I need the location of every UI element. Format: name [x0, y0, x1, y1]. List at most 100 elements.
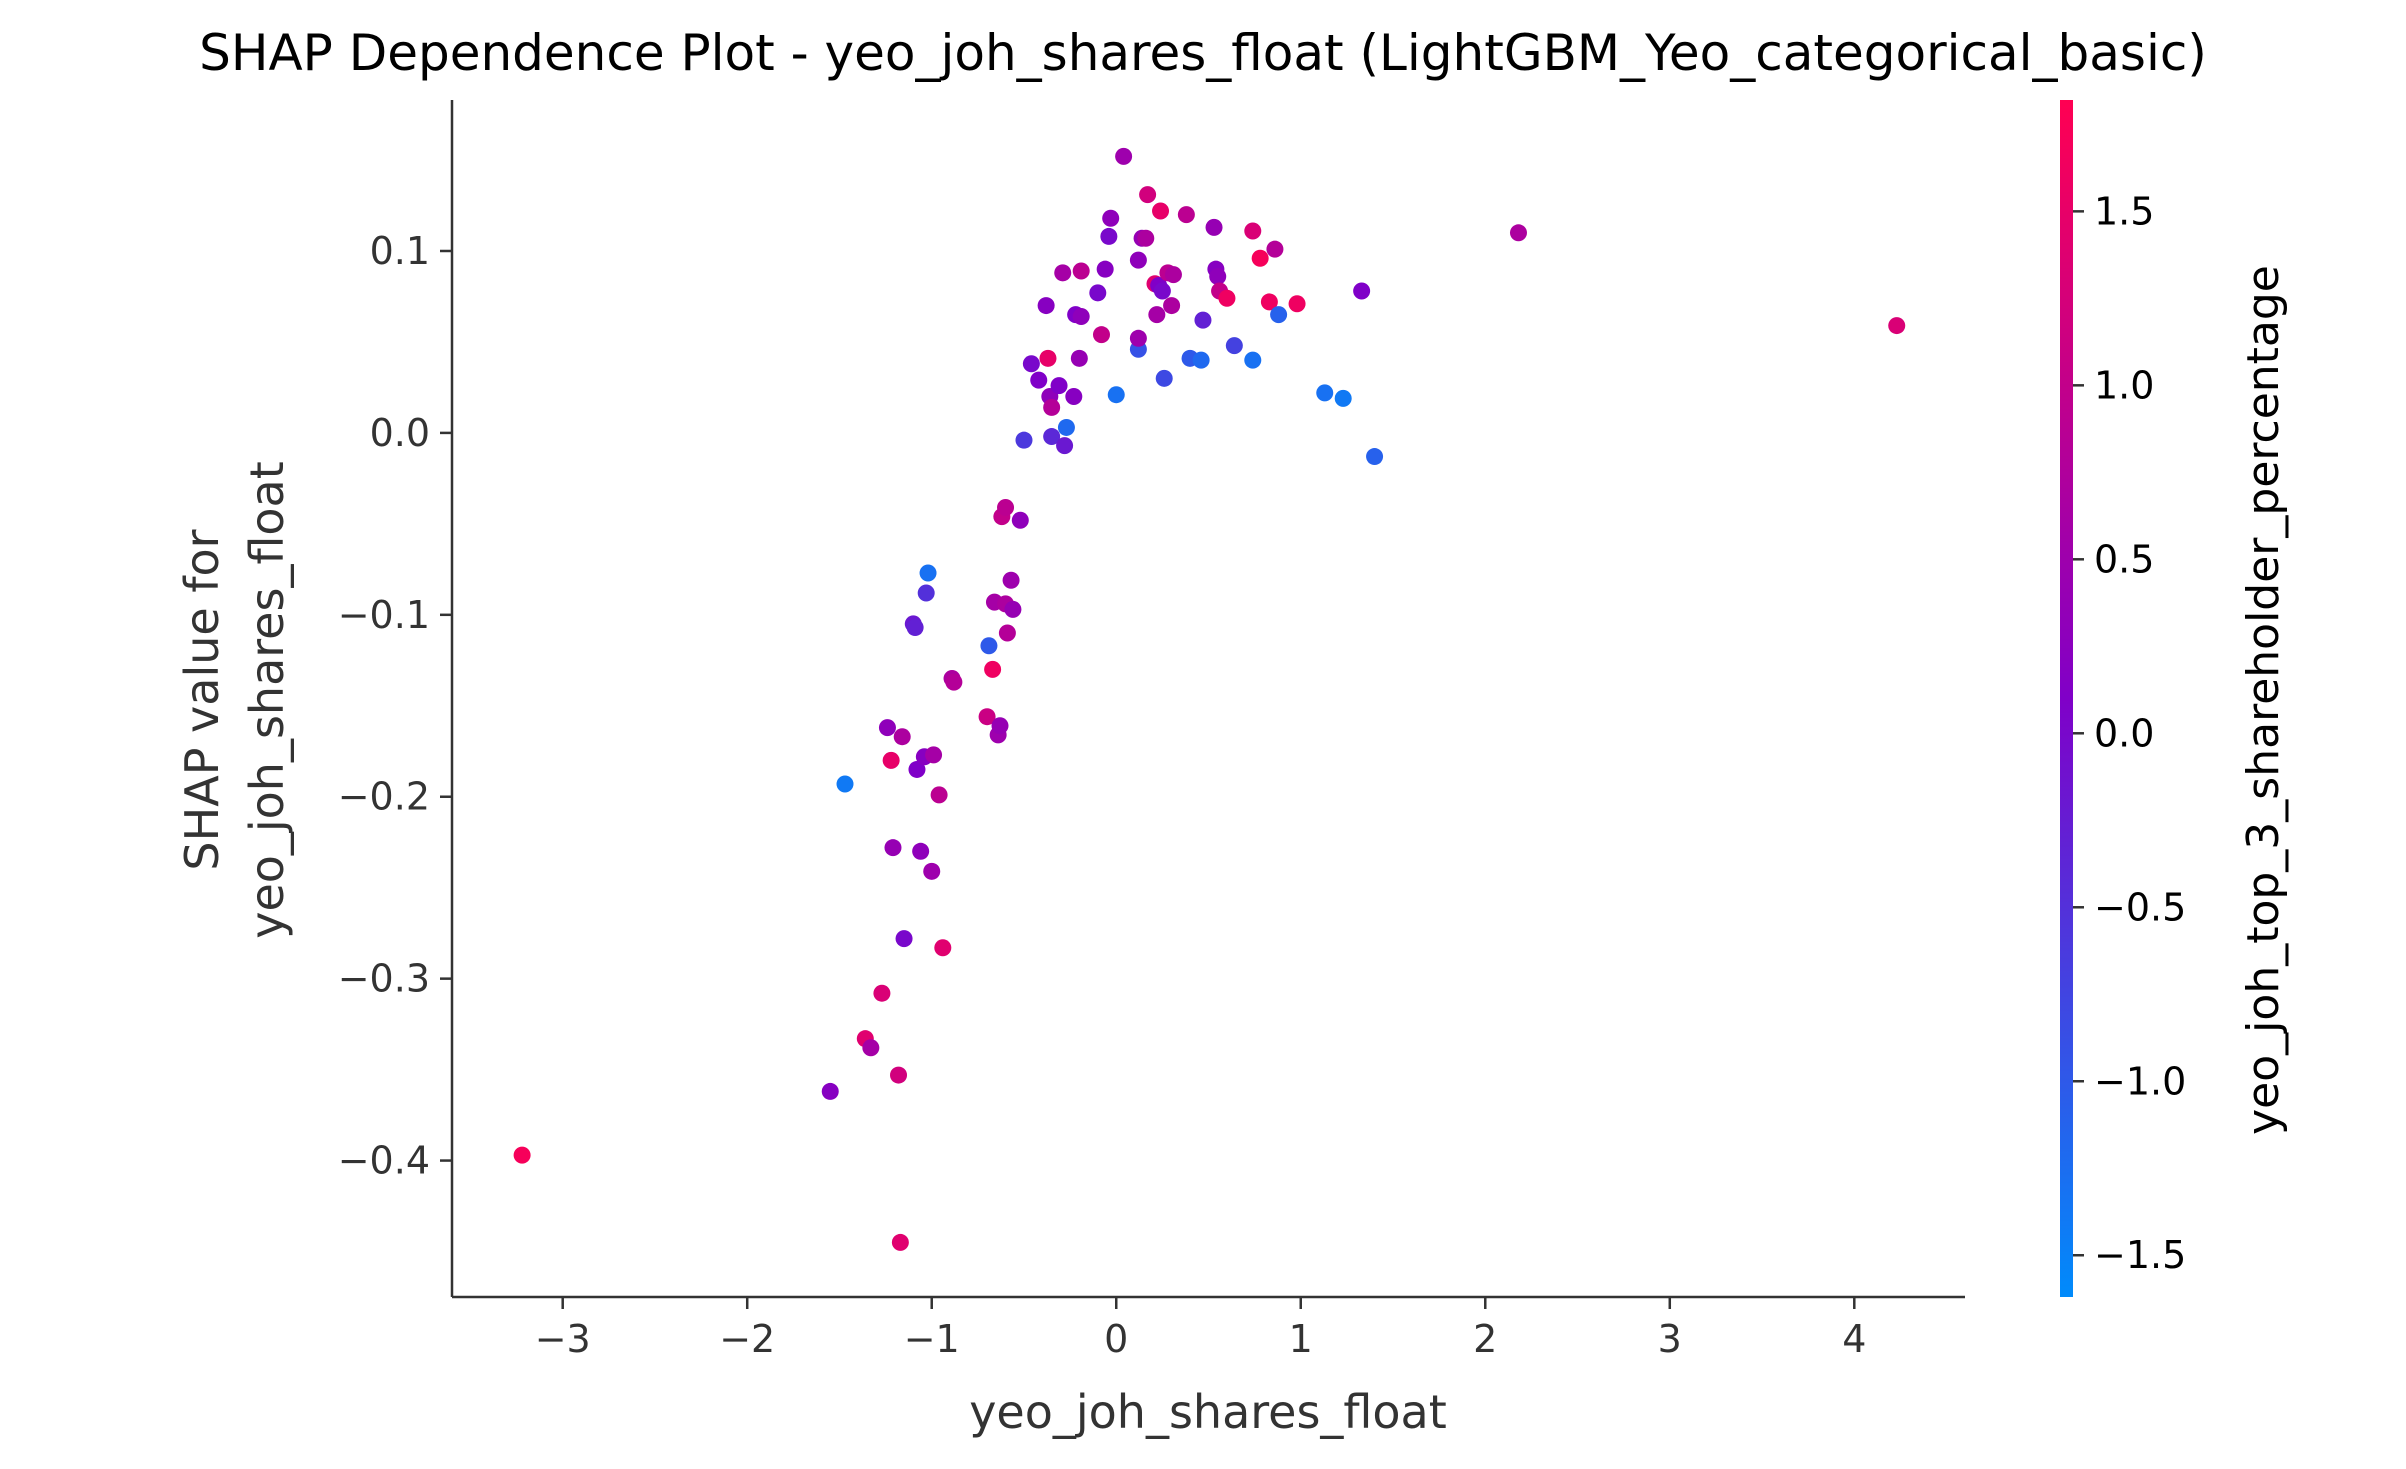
x-tick-label: 2 — [1473, 1317, 1497, 1361]
data-point — [1056, 437, 1074, 455]
data-point — [1039, 349, 1057, 367]
data-point — [1155, 369, 1173, 387]
data-point — [906, 619, 924, 637]
x-tick-label: 0 — [1104, 1317, 1128, 1361]
data-point — [1266, 240, 1284, 258]
data-point — [1129, 329, 1147, 347]
x-tick-label: −2 — [719, 1317, 775, 1361]
data-point — [923, 862, 941, 880]
data-point — [1244, 222, 1262, 240]
data-point — [908, 760, 926, 778]
data-point — [1054, 264, 1072, 282]
data-point — [1015, 431, 1033, 449]
data-point — [1072, 262, 1090, 280]
data-point — [1152, 202, 1170, 220]
x-tick-label: 4 — [1842, 1317, 1866, 1361]
data-point — [1888, 317, 1906, 335]
data-point — [891, 1233, 909, 1251]
data-point — [1288, 295, 1306, 313]
data-point — [878, 719, 896, 737]
data-point — [836, 775, 854, 793]
data-point — [912, 842, 930, 860]
x-tick-label: 1 — [1289, 1317, 1313, 1361]
data-point — [1251, 249, 1269, 267]
colorbar-label: yeo_joh_top_3_shareholder_percentage — [2238, 265, 2289, 1135]
data-point — [980, 637, 998, 655]
data-point — [997, 498, 1015, 516]
data-point — [1089, 284, 1107, 302]
x-ticks: −3 −2 −1 0 1 2 3 4 — [535, 1297, 1866, 1361]
data-point — [1366, 448, 1384, 466]
data-point — [1316, 384, 1334, 402]
x-tick-label: −3 — [535, 1317, 591, 1361]
data-point — [1102, 209, 1120, 227]
data-point — [1334, 389, 1352, 407]
data-point — [862, 1039, 880, 1057]
data-point — [998, 624, 1016, 642]
colorbar-tick-label: 1.0 — [2094, 363, 2154, 407]
data-point — [1022, 355, 1040, 373]
data-point — [1177, 206, 1195, 224]
data-point — [1057, 418, 1075, 436]
data-point — [882, 751, 900, 769]
data-point — [978, 708, 996, 726]
data-point — [1030, 371, 1048, 389]
colorbar-tick-label: −1.0 — [2094, 1059, 2186, 1103]
colorbar — [2060, 100, 2073, 1297]
data-point — [934, 939, 952, 957]
y-tick-label: 0.0 — [370, 411, 430, 455]
data-point — [1164, 266, 1182, 284]
data-point — [1218, 289, 1236, 307]
y-ticks: −0.4 −0.3 −0.2 −0.1 0.0 0.1 — [338, 229, 452, 1183]
data-point — [1163, 297, 1181, 315]
data-point — [945, 673, 963, 691]
data-point — [1225, 337, 1243, 355]
data-point — [1153, 282, 1171, 300]
data-point — [1148, 306, 1166, 324]
data-point — [1244, 351, 1262, 369]
data-point — [1194, 311, 1212, 329]
data-point — [873, 984, 891, 1002]
data-point — [890, 1066, 908, 1084]
data-point — [1004, 600, 1022, 618]
plot-area — [513, 147, 1906, 1251]
data-point — [1002, 571, 1020, 589]
data-point — [1115, 147, 1133, 165]
data-point — [925, 746, 943, 764]
data-point — [821, 1082, 839, 1100]
data-point — [1129, 251, 1147, 269]
y-tick-label: −0.2 — [338, 775, 430, 819]
data-point — [1043, 398, 1061, 416]
chart-title: SHAP Dependence Plot - yeo_joh_shares_fl… — [199, 24, 2207, 82]
data-point — [1270, 306, 1288, 324]
data-point — [917, 584, 935, 602]
y-tick-label: 0.1 — [370, 229, 430, 273]
y-tick-label: −0.1 — [338, 593, 430, 637]
y-tick-label: −0.4 — [338, 1139, 430, 1183]
data-point — [1072, 307, 1090, 325]
x-tick-label: −1 — [904, 1317, 960, 1361]
colorbar-ticks: −1.5 −1.0 −0.5 0.0 0.5 1.0 1.5 — [2073, 189, 2186, 1277]
data-point — [893, 728, 911, 746]
x-tick-label: 3 — [1658, 1317, 1682, 1361]
data-point — [1107, 386, 1125, 404]
data-point — [930, 786, 948, 804]
data-point — [884, 839, 902, 857]
data-point — [1192, 351, 1210, 369]
x-axis-label: yeo_joh_shares_float — [969, 1385, 1447, 1439]
data-point — [1137, 229, 1155, 247]
data-point — [1139, 186, 1157, 204]
data-point — [1043, 428, 1061, 446]
colorbar-tick-label: 1.5 — [2094, 189, 2154, 233]
y-axis-label-line-2: yeo_joh_shares_float — [240, 461, 294, 939]
y-axis-label-line-1: SHAP value for — [175, 529, 229, 870]
data-point — [1092, 326, 1110, 344]
data-point — [895, 930, 913, 948]
data-point — [1096, 260, 1114, 278]
data-point — [1260, 293, 1278, 311]
data-point — [1509, 224, 1527, 242]
colorbar-tick-label: 0.0 — [2094, 711, 2154, 755]
data-point — [1050, 377, 1068, 395]
colorbar-tick-label: −1.5 — [2094, 1233, 2186, 1277]
